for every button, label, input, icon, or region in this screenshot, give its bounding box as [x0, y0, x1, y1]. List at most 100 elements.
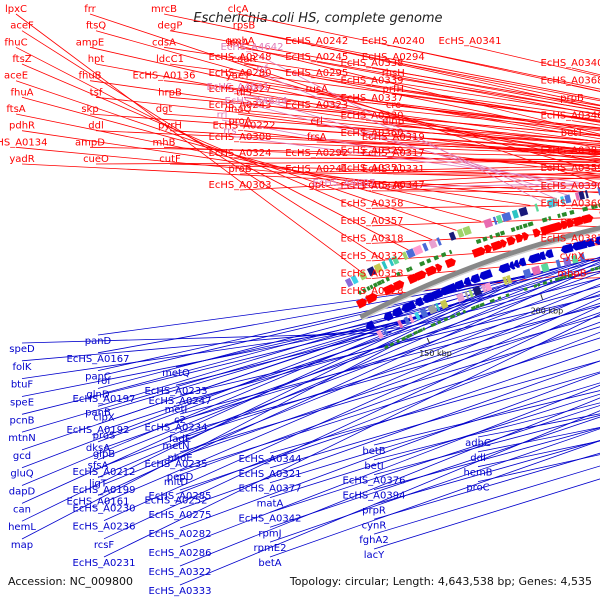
leader-line: [371, 120, 600, 142]
feature-block: [510, 227, 516, 233]
rna-gene-label: EcHS_A4644: [225, 96, 288, 107]
gene-label: yaeT: [226, 71, 251, 82]
leader-line: [239, 125, 600, 151]
gene-label: EcHS_A0387: [541, 233, 600, 244]
leader-line: [15, 13, 362, 273]
feature-block: [590, 267, 595, 272]
gene-label: EcHS_A0280: [209, 68, 272, 79]
gene-label: EcHS_A0243: [209, 100, 272, 111]
feature-block: [523, 287, 528, 291]
gene-arrow: [453, 279, 465, 290]
gene-label: ftsA: [6, 104, 25, 115]
feature-block: [567, 273, 573, 278]
gene-label: rusA: [305, 84, 328, 95]
leader-line: [393, 93, 600, 121]
gene-label: mhB: [153, 137, 176, 148]
gene-label: EcHS_A0231: [73, 558, 136, 569]
gene-label: c2: [174, 415, 186, 426]
leader-line: [316, 125, 600, 144]
gene-label: rpmE2: [254, 543, 287, 554]
leader-line: [269, 371, 600, 469]
gene-arrow: [565, 218, 575, 228]
gene-label: gluQ: [10, 469, 33, 480]
feature-block: [449, 314, 456, 319]
gene-label: speE: [10, 398, 34, 409]
feature-block: [574, 192, 580, 201]
feature-block: [419, 308, 429, 318]
feature-block: [440, 252, 447, 258]
gene-label: EcHS_A0252: [145, 495, 208, 506]
leader-line: [97, 261, 600, 478]
gene-label: glpB: [93, 449, 115, 460]
feature-block: [417, 328, 423, 334]
feature-block: [515, 225, 520, 231]
leader-line: [103, 267, 600, 430]
gene-arrow: [392, 280, 405, 291]
gene-label: dapD: [9, 487, 36, 498]
feature-block: [456, 311, 461, 317]
scale-tick-label: 200 kbp: [531, 306, 564, 315]
leader-line: [316, 168, 600, 175]
leader-line: [393, 184, 600, 191]
feature-block: [522, 223, 528, 229]
gene-label: dnaQ: [225, 104, 252, 115]
gene-label: can: [13, 504, 31, 515]
gene-label: EcHS_A0337: [341, 93, 404, 104]
gene-label: crc: [386, 100, 401, 111]
genome-summary: Topology: circular; Length: 4,643,538 bp…: [289, 575, 592, 588]
feature-block: [593, 204, 598, 209]
gene-label: speD: [9, 344, 35, 355]
gene-label: EcHS_A0295: [285, 68, 348, 79]
leader-line: [316, 176, 600, 191]
genome-backbone: [359, 225, 600, 321]
gene-label: proA: [228, 116, 251, 127]
feature-block: [382, 327, 389, 336]
gene-arrow: [483, 244, 493, 254]
feature-block: [358, 270, 368, 281]
rna-gene-labels: EcHS_A4642rrfEcHS_A4641EcHS_A4644rrlrrsE…: [207, 42, 376, 189]
gene-label: pdhR: [9, 121, 35, 132]
gene-label: proC: [466, 483, 489, 494]
gene-label: lpxC: [5, 4, 27, 15]
feature-block: [546, 198, 557, 209]
gene-arrow: [365, 292, 378, 304]
feature-block: [542, 280, 548, 285]
feature-block: [401, 336, 407, 341]
leader-line: [239, 141, 600, 155]
backbone-highlight: [361, 230, 600, 321]
leader-line: [373, 390, 600, 446]
feature-block: [511, 209, 519, 219]
gene-arrow: [463, 277, 472, 286]
gene-arrow: [470, 273, 481, 284]
gene-arrow: [434, 263, 443, 273]
feature-block: [501, 211, 512, 222]
leader-line: [21, 30, 385, 261]
leader-line: [316, 93, 600, 129]
leader-line: [255, 105, 581, 193]
gene-arrow: [500, 239, 507, 248]
leader-line: [221, 119, 593, 190]
feature-block: [403, 316, 411, 326]
feature-block: [422, 327, 426, 331]
gene-label: lacY: [364, 550, 385, 561]
leader-line: [179, 315, 600, 434]
gene-label: cdsA: [152, 37, 176, 48]
inner-dash-track: [384, 266, 600, 350]
gene-label: fadE: [169, 434, 191, 445]
leader-line: [373, 427, 600, 490]
gene-label: mltD: [164, 477, 188, 488]
leader-line: [393, 125, 600, 142]
leader-line: [251, 51, 543, 203]
gene-label: ftsQ: [86, 21, 106, 32]
gene-label: ampD: [75, 137, 105, 148]
feature-block: [366, 266, 377, 277]
gene-label: EcHS_A0368: [541, 76, 600, 87]
leader-line: [179, 305, 600, 415]
leader-line: [175, 270, 600, 368]
leader-line: [316, 77, 600, 122]
feature-block: [534, 203, 539, 212]
leader-line: [373, 452, 600, 520]
leader-line: [343, 183, 600, 189]
gene-label: EcHS_A0353: [341, 269, 404, 280]
